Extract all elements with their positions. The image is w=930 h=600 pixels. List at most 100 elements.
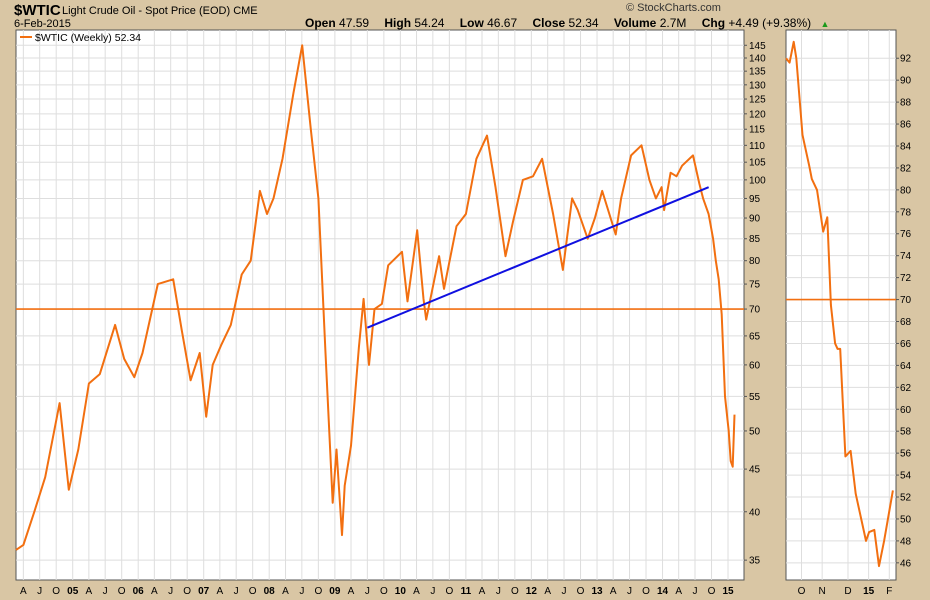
zoom-y-tick-label: 70 [900,295,912,306]
price-series-line [15,44,736,551]
x-tick-label: J [627,586,632,597]
zoom-x-tick-label: N [819,586,826,597]
x-tick-label: 11 [461,586,472,597]
y-tick-label: 125 [749,95,766,106]
zoom-y-tick-label: 68 [900,317,912,328]
y-tick-label: 95 [749,194,761,205]
zoom-price-series-line [785,40,894,568]
y-tick-label: 145 [749,41,766,52]
high-value: 54.24 [414,16,445,30]
x-tick-label: A [151,586,158,597]
chart-date: 6-Feb-2015 [14,18,71,30]
x-tick-label: O [577,586,585,597]
x-tick-label: 05 [67,586,79,597]
zoom-y-tick-label: 50 [900,514,912,525]
zoom-x-tick-label: D [844,586,851,597]
x-tick-label: J [299,586,304,597]
low-value: 46.67 [487,16,518,30]
x-tick-label: J [37,586,42,597]
x-tick-label: J [103,586,108,597]
high-label: High [384,16,412,30]
x-tick-label: J [562,586,567,597]
x-tick-label: 09 [329,586,341,597]
y-tick-label: 55 [749,392,761,403]
x-tick-label: A [86,586,93,597]
y-tick-label: 80 [749,256,761,267]
description-text: Light Crude Oil - Spot Price (EOD) [62,5,231,17]
x-tick-label: 15 [722,586,734,597]
y-tick-label: 140 [749,53,766,64]
x-tick-label: A [479,586,486,597]
zoom-y-tick-label: 88 [900,98,912,109]
x-tick-label: O [445,586,453,597]
y-tick-label: 105 [749,158,766,169]
ohlc-stats: Open 47.59 High 54.24 Low 46.67 Close 52… [305,16,841,30]
x-tick-label: O [118,586,126,597]
x-tick-label: J [496,586,501,597]
chg-label: Chg [701,16,726,30]
open-value: 47.59 [339,16,370,30]
x-tick-label: O [511,586,519,597]
x-tick-label: O [249,586,257,597]
zoom-y-tick-label: 80 [900,185,912,196]
chart-description: Light Crude Oil - Spot Price (EOD) CME [62,5,258,17]
x-tick-label: O [642,586,650,597]
x-tick-label: A [282,586,289,597]
x-tick-label: 10 [395,586,407,597]
y-tick-label: 130 [749,80,766,91]
y-tick-label: 110 [749,141,765,152]
x-tick-label: A [675,586,682,597]
x-tick-label: J [693,586,698,597]
x-tick-label: J [168,586,173,597]
x-tick-label: A [217,586,224,597]
zoom-y-tick-label: 52 [900,493,912,504]
symbol-title: $WTIC [14,2,61,19]
zoom-x-tick-label: F [886,586,892,597]
x-tick-label: O [52,586,60,597]
zoom-y-tick-label: 46 [900,558,912,569]
zoom-y-tick-label: 76 [900,229,912,240]
x-tick-label: J [430,586,435,597]
zoom-y-tick-label: 90 [900,76,912,87]
low-label: Low [459,16,484,30]
y-tick-label: 115 [749,125,765,136]
y-tick-label: 85 [749,234,761,245]
zoom-y-tick-label: 56 [900,449,912,460]
zoom-x-tick-label: O [798,586,806,597]
zoom-y-tick-label: 62 [900,383,912,394]
x-tick-label: 12 [526,586,538,597]
zoom-y-tick-label: 78 [900,207,912,218]
zoom-y-tick-label: 64 [900,361,912,372]
zoom-y-tick-label: 58 [900,427,912,438]
x-tick-label: O [183,586,191,597]
brand-credit: © StockCharts.com [626,2,721,14]
close-label: Close [532,16,566,30]
zoom-y-tick-label: 82 [900,163,912,174]
x-tick-label: O [708,586,716,597]
x-tick-label: O [314,586,322,597]
y-tick-label: 60 [749,360,761,371]
legend-label: $WTIC (Weekly) 52.34 [35,32,141,44]
x-tick-label: 06 [133,586,145,597]
x-tick-label: 07 [198,586,210,597]
y-tick-label: 45 [749,465,761,476]
chg-value: +4.49 (+9.38%) [728,16,812,30]
x-tick-label: A [20,586,27,597]
zoom-y-tick-label: 74 [900,251,912,262]
up-arrow-icon: ▲ [820,19,830,29]
close-value: 52.34 [568,16,599,30]
zoom-plot-area [785,29,897,581]
x-tick-label: A [348,586,355,597]
exchange-text: CME [233,5,258,17]
zoom-x-tick-label: 15 [863,586,875,597]
y-tick-label: 65 [749,331,761,342]
y-tick-label: 100 [749,175,766,186]
x-tick-label: 14 [657,586,669,597]
x-tick-label: J [234,586,239,597]
x-tick-label: A [610,586,617,597]
zoom-y-tick-label: 92 [900,54,912,65]
y-tick-label: 35 [749,556,761,567]
y-tick-label: 40 [749,507,761,518]
y-tick-label: 75 [749,280,761,291]
